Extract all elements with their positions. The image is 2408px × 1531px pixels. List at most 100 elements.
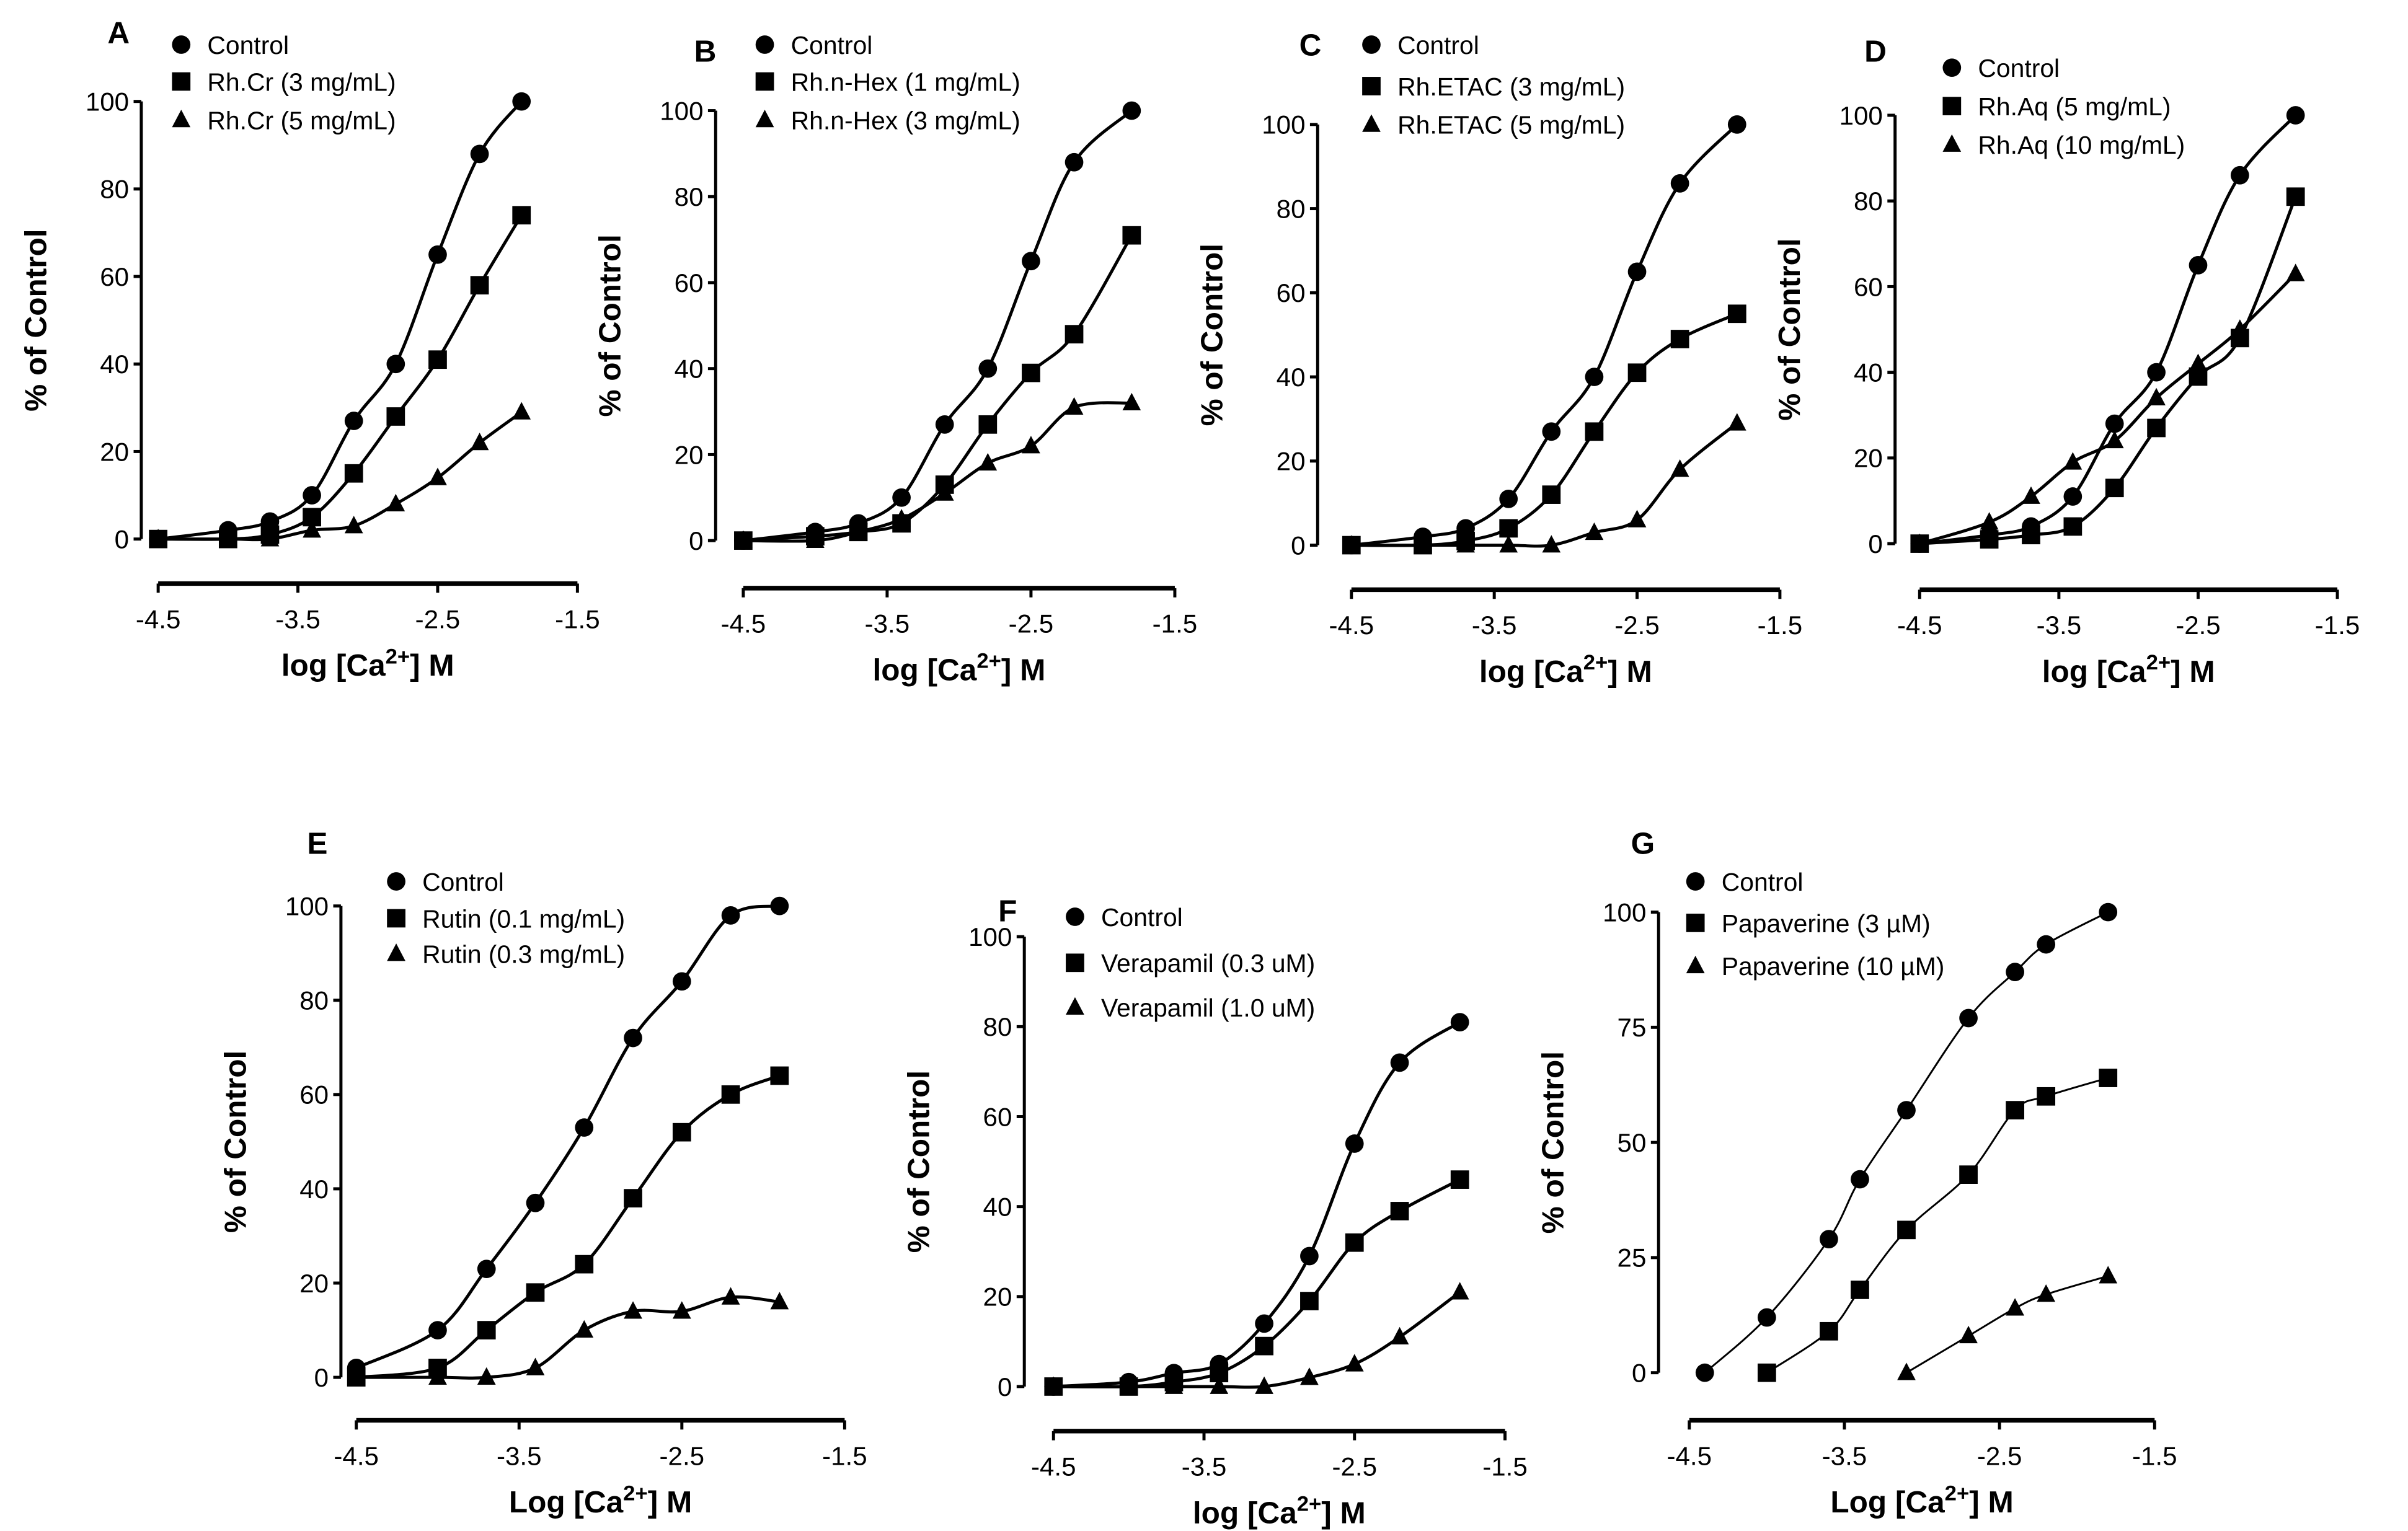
- legend-marker-triangle: [1066, 997, 1084, 1015]
- data-point: [1255, 1376, 1273, 1394]
- legend-label: Rh.n-Hex (3 mg/mL): [791, 106, 1020, 135]
- x-tick-label: -2.5: [1009, 609, 1054, 638]
- x-tick-label: -4.5: [1897, 611, 1942, 640]
- data-point: [344, 412, 363, 430]
- panel-letter: B: [694, 34, 717, 68]
- data-point: [2099, 1266, 2118, 1284]
- x-axis-label: log [Ca2+] M: [1479, 651, 1652, 689]
- data-point: [2286, 187, 2305, 206]
- series-triangle: [149, 402, 531, 547]
- series-triangle: [347, 1287, 789, 1385]
- x-axis-label: log [Ca2+] M: [872, 650, 1045, 687]
- data-point: [303, 486, 321, 505]
- data-point: [770, 1292, 789, 1310]
- data-point: [386, 355, 405, 374]
- x-tick-label: -2.5: [415, 604, 461, 633]
- data-point: [1627, 363, 1647, 382]
- data-point: [1727, 115, 1746, 134]
- legend-label: Control: [1101, 903, 1183, 932]
- legend-marker-square: [1942, 97, 1962, 115]
- legend-marker-square: [1686, 914, 1705, 932]
- fit-curve: [1919, 272, 2297, 545]
- data-point: [2230, 319, 2249, 337]
- x-tick-label: -4.5: [1329, 611, 1374, 640]
- series-square: [149, 206, 531, 549]
- data-point: [1727, 304, 1746, 324]
- y-axis-label: % of Control: [593, 234, 627, 417]
- legend-label: Rutin (0.3 mg/mL): [422, 940, 625, 968]
- data-point: [1450, 1282, 1469, 1300]
- legend-label: Rh.Aq (5 mg/mL): [1978, 92, 2171, 121]
- data-point: [1851, 1281, 1869, 1299]
- data-point: [1345, 1233, 1364, 1252]
- data-point: [1022, 363, 1040, 382]
- y-tick-label: 0: [115, 524, 129, 554]
- data-point: [1910, 533, 1929, 551]
- data-point: [624, 1189, 642, 1207]
- fit-curve: [1919, 114, 2297, 545]
- data-point: [1820, 1321, 1838, 1341]
- data-point: [770, 896, 789, 916]
- x-tick-label: -3.5: [865, 609, 910, 638]
- legend-marker-triangle: [172, 110, 191, 128]
- x-tick-label: -3.5: [497, 1441, 542, 1470]
- y-axis-label: % of Control: [1773, 238, 1807, 420]
- data-point: [1345, 1134, 1364, 1153]
- data-point: [1627, 510, 1647, 527]
- data-point: [470, 144, 489, 164]
- x-tick-label: -3.5: [2037, 611, 2082, 640]
- data-point: [1851, 1170, 1869, 1189]
- panel-letter: G: [1631, 826, 1655, 860]
- x-tick-label: -1.5: [2132, 1441, 2177, 1470]
- fit-curve: [1053, 1021, 1461, 1388]
- legend-marker-triangle: [387, 943, 405, 961]
- data-point: [1897, 1101, 1916, 1119]
- fit-curve: [158, 214, 523, 541]
- panel-b: B 0 20 40 60 80 100 -4.5 -3.5 -2.5 -1.5 log [Ca2+] …: [593, 31, 1197, 687]
- data-point: [892, 509, 911, 527]
- data-point: [1164, 1376, 1184, 1394]
- y-tick-label: 25: [1618, 1243, 1647, 1273]
- data-point: [1980, 530, 1999, 549]
- data-point: [849, 521, 868, 540]
- data-point: [428, 1321, 447, 1339]
- data-point: [2037, 935, 2056, 954]
- data-point: [1414, 535, 1432, 553]
- data-point: [2037, 1087, 2056, 1106]
- x-axis-label: log [Ca2+] M: [281, 645, 454, 682]
- legend-label: Control: [1397, 31, 1479, 60]
- y-tick-label: 60: [983, 1102, 1012, 1131]
- data-point: [575, 1255, 594, 1274]
- data-point: [2105, 479, 2124, 498]
- y-tick-label: 0: [314, 1363, 329, 1392]
- fit-curve: [356, 1295, 780, 1380]
- data-point: [1627, 262, 1647, 281]
- y-tick-label: 0: [1868, 529, 1882, 558]
- data-point: [2063, 487, 2083, 506]
- data-point: [978, 359, 998, 378]
- panel-a: A 0 20 40 60 80 100 -4.5 -3.5 -2.5 -1.5 log [Ca2+] …: [19, 16, 600, 683]
- data-point: [470, 276, 489, 295]
- legend-marker-circle: [755, 35, 774, 54]
- y-tick-label: 80: [675, 182, 704, 211]
- fit-curve: [1766, 1077, 2109, 1374]
- y-tick-label: 40: [1277, 363, 1306, 392]
- data-point: [303, 520, 321, 538]
- y-tick-label: 60: [1277, 278, 1306, 307]
- y-tick-label: 60: [299, 1080, 329, 1110]
- series-square: [1044, 1170, 1469, 1396]
- x-tick-label: -1.5: [2315, 611, 2360, 640]
- data-point: [575, 1320, 594, 1338]
- y-tick-label: 0: [1632, 1359, 1646, 1388]
- data-point: [2022, 486, 2040, 504]
- panel-letter: D: [1864, 34, 1887, 68]
- data-point: [1210, 1376, 1229, 1394]
- data-point: [1065, 325, 1084, 344]
- data-point: [1585, 522, 1604, 540]
- data-point: [1122, 101, 1141, 120]
- y-tick-label: 50: [1618, 1128, 1647, 1157]
- y-axis-label: % of Control: [218, 1051, 252, 1233]
- data-point: [721, 1085, 740, 1104]
- data-point: [1345, 1354, 1364, 1372]
- data-point: [149, 529, 167, 547]
